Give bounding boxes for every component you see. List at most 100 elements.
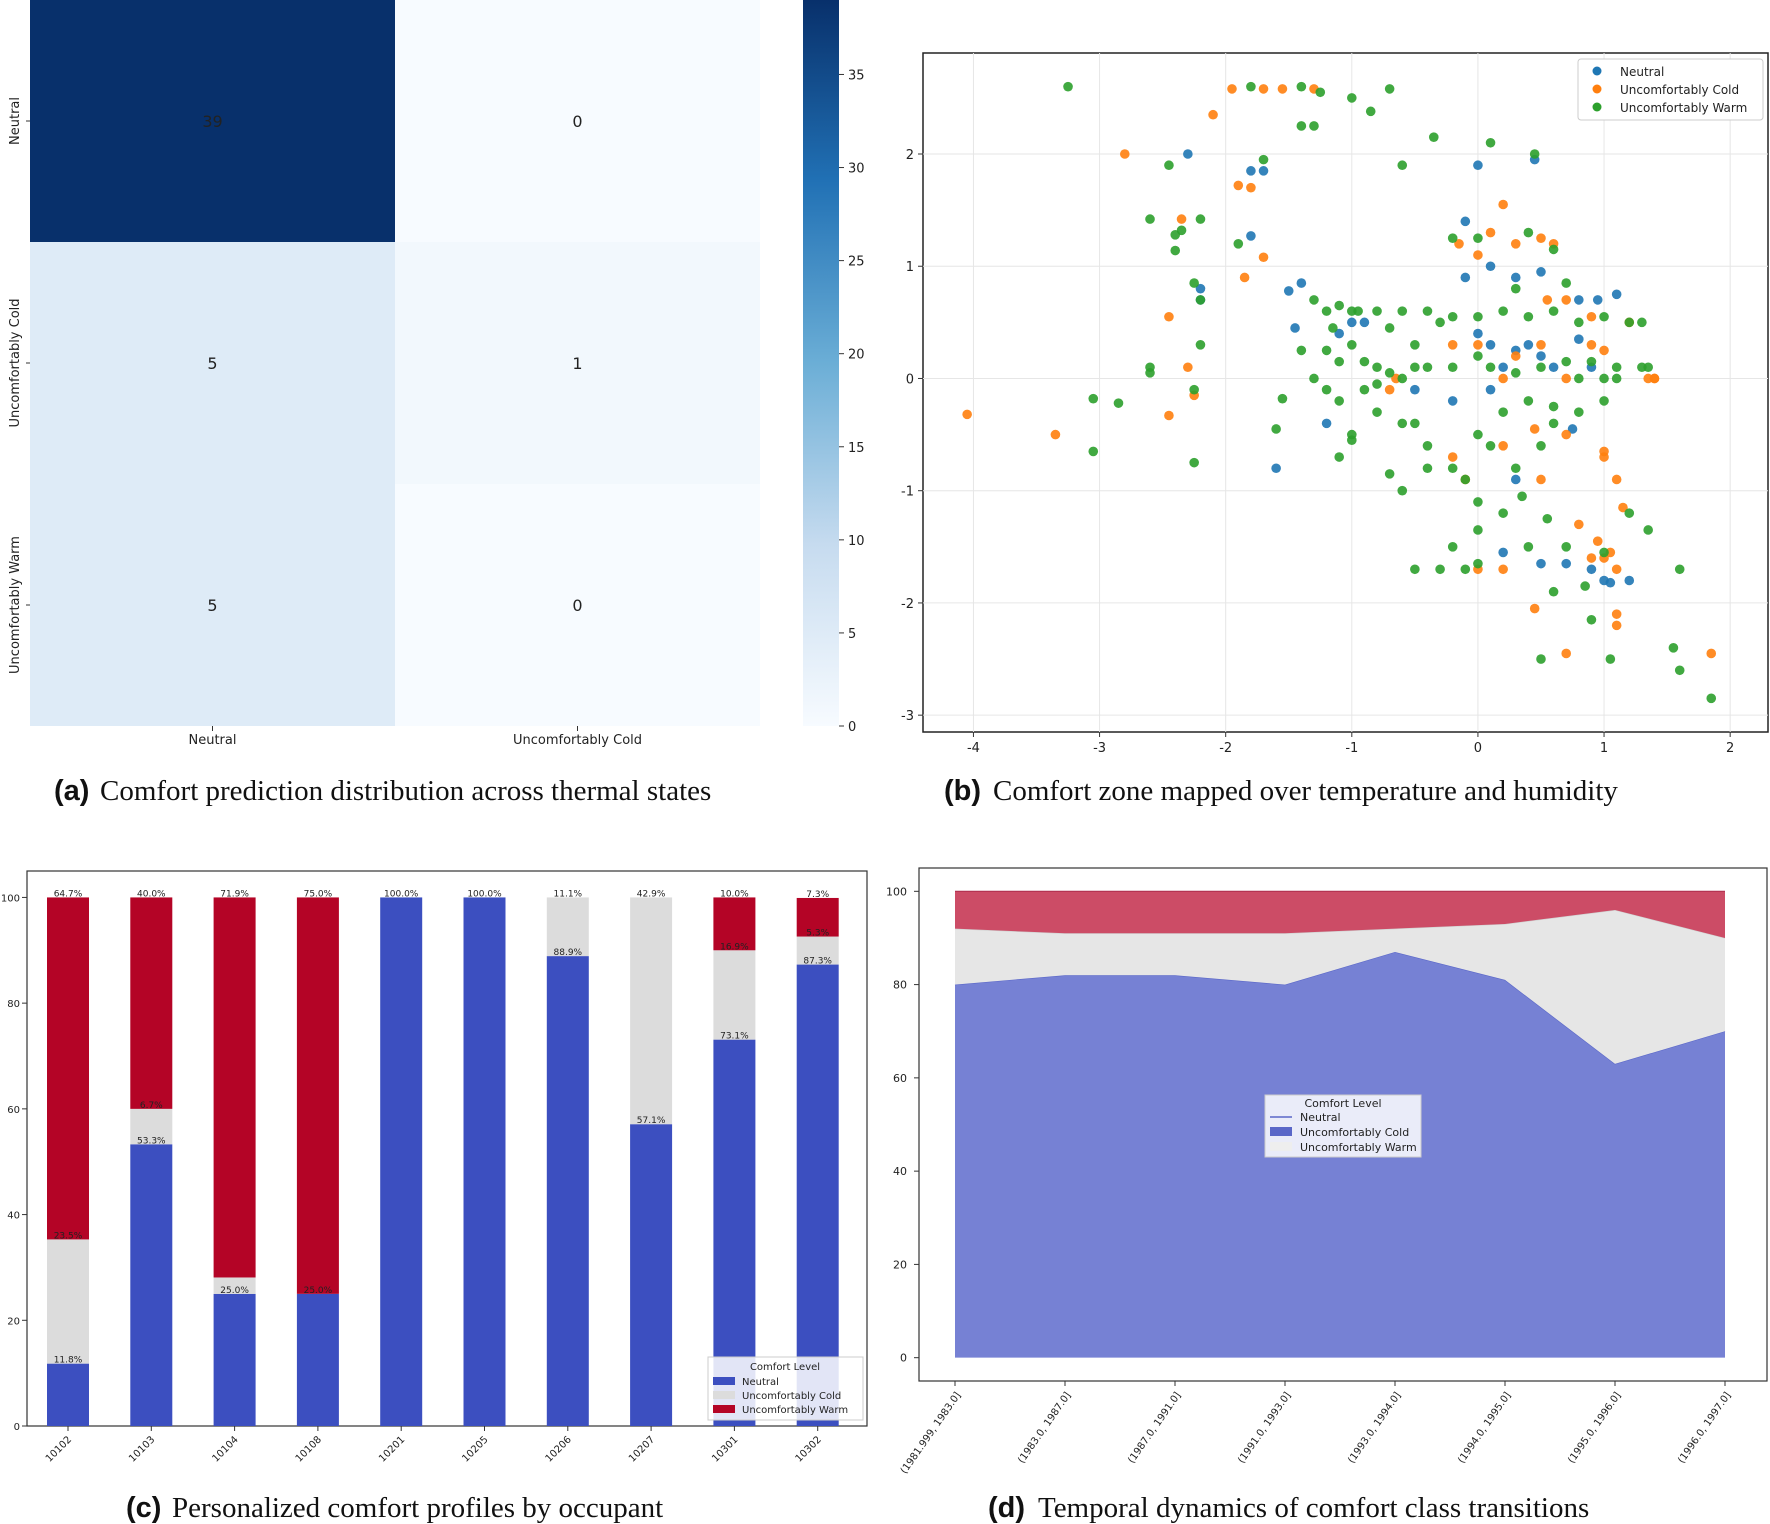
scatter-point xyxy=(1145,362,1155,373)
scatter-point xyxy=(1473,429,1483,440)
scatter-point xyxy=(1321,384,1332,395)
scatter-point xyxy=(1410,384,1420,395)
scatter-point xyxy=(1592,295,1603,305)
scatter-point xyxy=(1523,542,1534,552)
scatter-point xyxy=(1611,564,1622,575)
scatter-point xyxy=(1674,564,1685,575)
scatter-point xyxy=(1422,441,1433,451)
bar-segment xyxy=(796,964,839,1426)
heatmap-value: 0 xyxy=(572,112,582,131)
scatter-point xyxy=(1510,351,1521,361)
scatter-point xyxy=(1611,474,1622,485)
legend-label: Uncomfortably Cold xyxy=(1620,83,1739,97)
caption-d-label: (d) xyxy=(988,1492,1025,1524)
bar-segment xyxy=(296,1293,339,1426)
caption-b-label: (b) xyxy=(944,775,981,807)
scatter-point xyxy=(1447,396,1458,406)
scatter-point xyxy=(1643,362,1653,373)
scatter-point xyxy=(1422,306,1433,316)
x-tick-label: (1995.0, 1996.0] xyxy=(1566,1390,1623,1465)
scatter-point xyxy=(1574,373,1584,384)
scatter-point xyxy=(1246,166,1256,176)
heatmap-cell xyxy=(30,484,395,726)
scatter-point xyxy=(1485,340,1496,350)
scatter-point xyxy=(1523,227,1534,238)
scatter-point xyxy=(1296,81,1307,92)
scatter-point xyxy=(1473,250,1483,260)
scatter-point xyxy=(1611,362,1622,373)
legend-label: Neutral xyxy=(742,1377,779,1388)
scatter-point xyxy=(1447,340,1458,350)
legend-marker xyxy=(1592,102,1602,112)
colorbar xyxy=(803,0,839,726)
scatter-point xyxy=(1510,463,1521,474)
plot-frame-b xyxy=(922,52,1769,733)
scatter-point xyxy=(1164,160,1174,171)
scatter-point xyxy=(1384,384,1395,395)
colorbar-tick-label: 0 xyxy=(848,720,856,735)
scatter-point xyxy=(1611,620,1622,631)
bar-segment xyxy=(630,1124,673,1426)
scatter-point xyxy=(1359,356,1370,367)
scatter-point xyxy=(1309,121,1319,131)
scatter-point xyxy=(1063,81,1073,92)
scatter-point xyxy=(1309,295,1319,305)
scatter-point xyxy=(1195,340,1206,350)
data-label: 87.3% xyxy=(803,957,832,967)
bar-segment xyxy=(130,897,173,1109)
x-tick-label: 10201 xyxy=(377,1434,407,1464)
scatter-point xyxy=(1536,441,1546,451)
scatter-point xyxy=(1637,317,1647,328)
scatter-point xyxy=(1397,485,1408,496)
scatter-point xyxy=(1164,311,1174,322)
data-label: 6.7% xyxy=(140,1101,163,1111)
data-label: 73.1% xyxy=(720,1032,749,1042)
scatter-point xyxy=(1498,407,1508,417)
scatter-point xyxy=(1498,199,1508,210)
scatter-point xyxy=(1523,396,1534,406)
heatmap-cell xyxy=(395,242,760,484)
y-tick-label: 0 xyxy=(906,372,914,387)
y-tick-label: 0 xyxy=(14,1422,20,1433)
data-label: 40.0% xyxy=(137,889,166,899)
bar-segment xyxy=(130,1144,173,1426)
scatter-point xyxy=(962,409,972,420)
scatter-point xyxy=(1529,149,1540,159)
scatter-point xyxy=(1410,564,1420,575)
bar-segment xyxy=(463,897,506,1426)
legend-b: Neutral Uncomfortably Cold Uncomfortably W… xyxy=(1577,58,1764,121)
scatter-point xyxy=(1328,323,1338,333)
y-tick-label: -1 xyxy=(901,485,914,500)
scatter-point xyxy=(1643,373,1653,384)
scatter-point xyxy=(1574,317,1584,328)
scatter-point xyxy=(1183,149,1193,159)
scatter-point xyxy=(1529,424,1540,434)
legend-swatch xyxy=(713,1405,735,1413)
legend-title: Comfort Level xyxy=(1304,1097,1381,1110)
scatter-point xyxy=(1473,525,1483,535)
scatter-point xyxy=(1592,536,1603,547)
scatter-point xyxy=(1599,547,1609,558)
scatter-point xyxy=(1580,581,1590,591)
bar-segment xyxy=(713,950,756,1040)
scatter-point xyxy=(1435,317,1445,328)
legend-label: Neutral xyxy=(1300,1111,1341,1124)
caption-c-label: (c) xyxy=(126,1492,161,1524)
scatter-point xyxy=(1372,379,1382,389)
x-tick-label: (1981.999, 1983.0] xyxy=(899,1390,964,1476)
scatter-point xyxy=(1246,231,1256,241)
legend-swatch xyxy=(713,1377,735,1385)
scatter-point xyxy=(1170,245,1181,256)
bar-segment xyxy=(630,897,673,1125)
scatter-point xyxy=(1271,463,1281,474)
scatter-point xyxy=(1599,373,1609,384)
scatter-point xyxy=(1586,356,1597,367)
scatter-point xyxy=(1523,340,1534,350)
scatter-point xyxy=(1574,295,1584,305)
scatter-point xyxy=(1447,463,1458,474)
scatter-point xyxy=(1485,384,1496,395)
x-tick-label: 2 xyxy=(1726,741,1734,756)
caption-a-label: (a) xyxy=(54,775,89,807)
bar-segment xyxy=(796,897,839,937)
scatter-point xyxy=(1410,418,1420,429)
